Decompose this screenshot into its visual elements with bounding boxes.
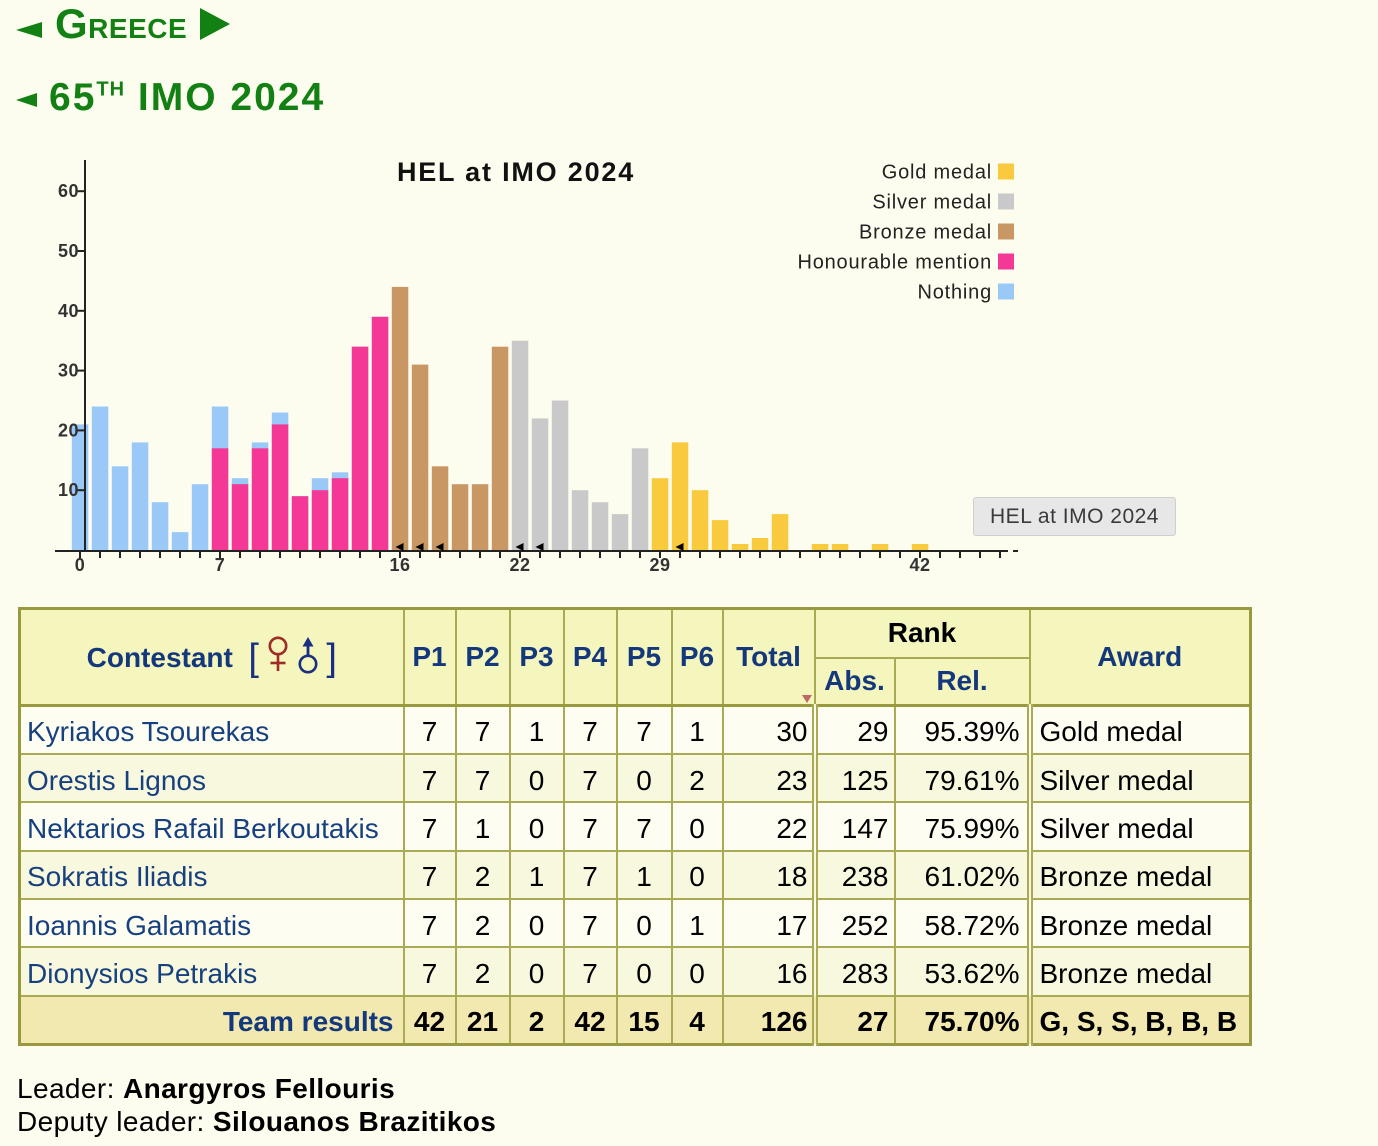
svg-text:29: 29 [649, 555, 670, 575]
svg-text:Nothing: Nothing [917, 282, 992, 304]
svg-text:Gold medal: Gold medal [882, 162, 992, 184]
svg-text:20: 20 [58, 420, 79, 440]
svg-text:22: 22 [509, 555, 530, 575]
svg-text:16: 16 [389, 555, 410, 575]
svg-text:50: 50 [58, 241, 79, 261]
svg-text:Honourable mention: Honourable mention [797, 252, 992, 274]
svg-text:HEL at IMO 2024: HEL at IMO 2024 [397, 157, 635, 187]
svg-text:Silver medal: Silver medal [872, 192, 992, 214]
svg-text:0: 0 [75, 555, 86, 575]
svg-text:60: 60 [58, 181, 79, 201]
svg-text:Bronze medal: Bronze medal [859, 222, 992, 244]
svg-text:40: 40 [58, 301, 79, 321]
svg-text:10: 10 [58, 480, 79, 500]
svg-text:30: 30 [58, 361, 79, 381]
svg-text:42: 42 [909, 555, 930, 575]
svg-text:7: 7 [215, 555, 226, 575]
